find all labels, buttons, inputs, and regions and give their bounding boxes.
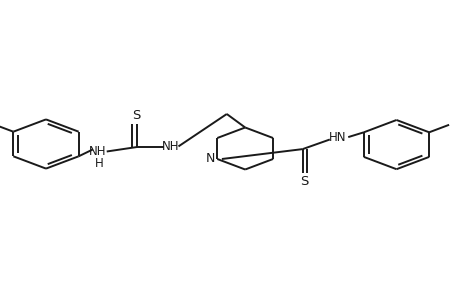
Text: H: H — [94, 157, 103, 170]
Text: S: S — [300, 175, 308, 188]
Text: NH: NH — [161, 140, 179, 154]
Text: HN: HN — [329, 130, 346, 144]
Text: N: N — [205, 152, 215, 166]
Text: S: S — [132, 109, 140, 122]
Text: NH: NH — [89, 145, 106, 158]
